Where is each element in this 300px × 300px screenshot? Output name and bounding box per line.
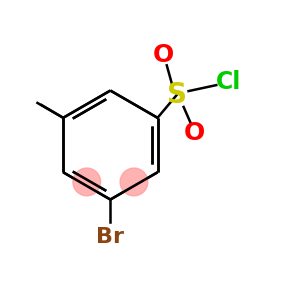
Text: S: S bbox=[167, 81, 187, 109]
Text: Br: Br bbox=[96, 227, 124, 247]
Text: Cl: Cl bbox=[215, 70, 241, 94]
Text: O: O bbox=[184, 121, 205, 145]
Circle shape bbox=[73, 168, 100, 196]
Text: O: O bbox=[153, 44, 174, 68]
Circle shape bbox=[120, 168, 148, 196]
